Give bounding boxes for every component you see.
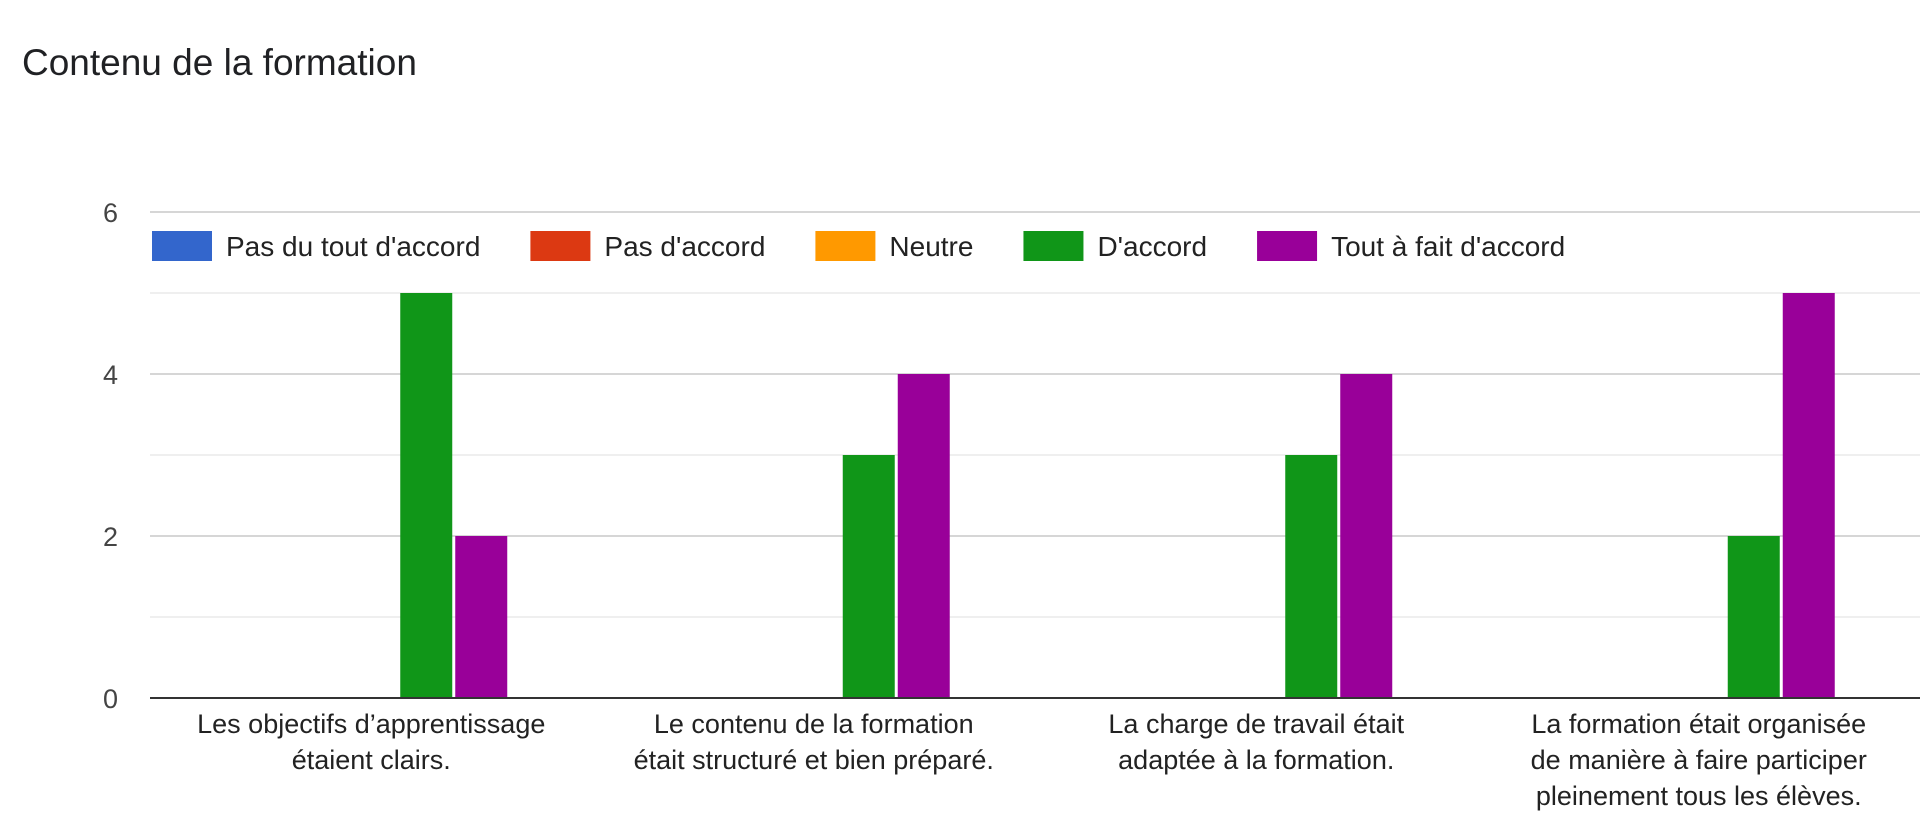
legend-label: D'accord — [1097, 231, 1207, 262]
y-tick-label: 4 — [103, 360, 118, 390]
x-tick-label: Les objectifs d’apprentissage étaient cla… — [197, 709, 545, 775]
legend-label: Pas d'accord — [604, 231, 765, 262]
bar — [897, 374, 950, 698]
legend-item: Pas du tout d'accord — [152, 231, 480, 262]
bar — [400, 293, 453, 698]
bar — [455, 536, 508, 698]
x-tick-label: Le contenu de la formation était structur… — [634, 709, 994, 775]
chart-title: Contenu de la formation — [22, 42, 417, 83]
bar — [1285, 455, 1338, 698]
legend-item: D'accord — [1023, 231, 1207, 262]
legend-swatch — [1257, 231, 1318, 261]
legend-item: Pas d'accord — [530, 231, 765, 262]
legend-swatch — [815, 231, 876, 261]
y-tick-label: 6 — [103, 198, 118, 228]
bar — [1727, 536, 1780, 698]
x-axis-labels: Les objectifs d’apprentissage étaient cla… — [197, 709, 1867, 811]
legend-item: Tout à fait d'accord — [1257, 231, 1565, 262]
y-tick-label: 0 — [103, 684, 118, 714]
y-axis-ticks: 0 2 4 6 — [103, 198, 118, 714]
bars — [400, 293, 1835, 698]
legend-label: Pas du tout d'accord — [226, 231, 480, 262]
legend-swatch — [152, 231, 212, 261]
y-tick-label: 2 — [103, 522, 118, 552]
legend-swatch — [1023, 231, 1084, 261]
legend-label: Tout à fait d'accord — [1331, 231, 1565, 262]
legend-label: Neutre — [889, 231, 973, 262]
x-tick-label: La charge de travail était adaptée à la f… — [1108, 709, 1404, 775]
legend: Pas du tout d'accord Pas d'accord Neutre D'… — [152, 231, 1565, 262]
bar — [1782, 293, 1835, 698]
legend-swatch — [530, 231, 591, 261]
legend-item: Neutre — [815, 231, 973, 262]
bar — [842, 455, 895, 698]
bar — [1340, 374, 1393, 698]
x-tick-label: La formation était organisée de manière à… — [1531, 709, 1867, 811]
